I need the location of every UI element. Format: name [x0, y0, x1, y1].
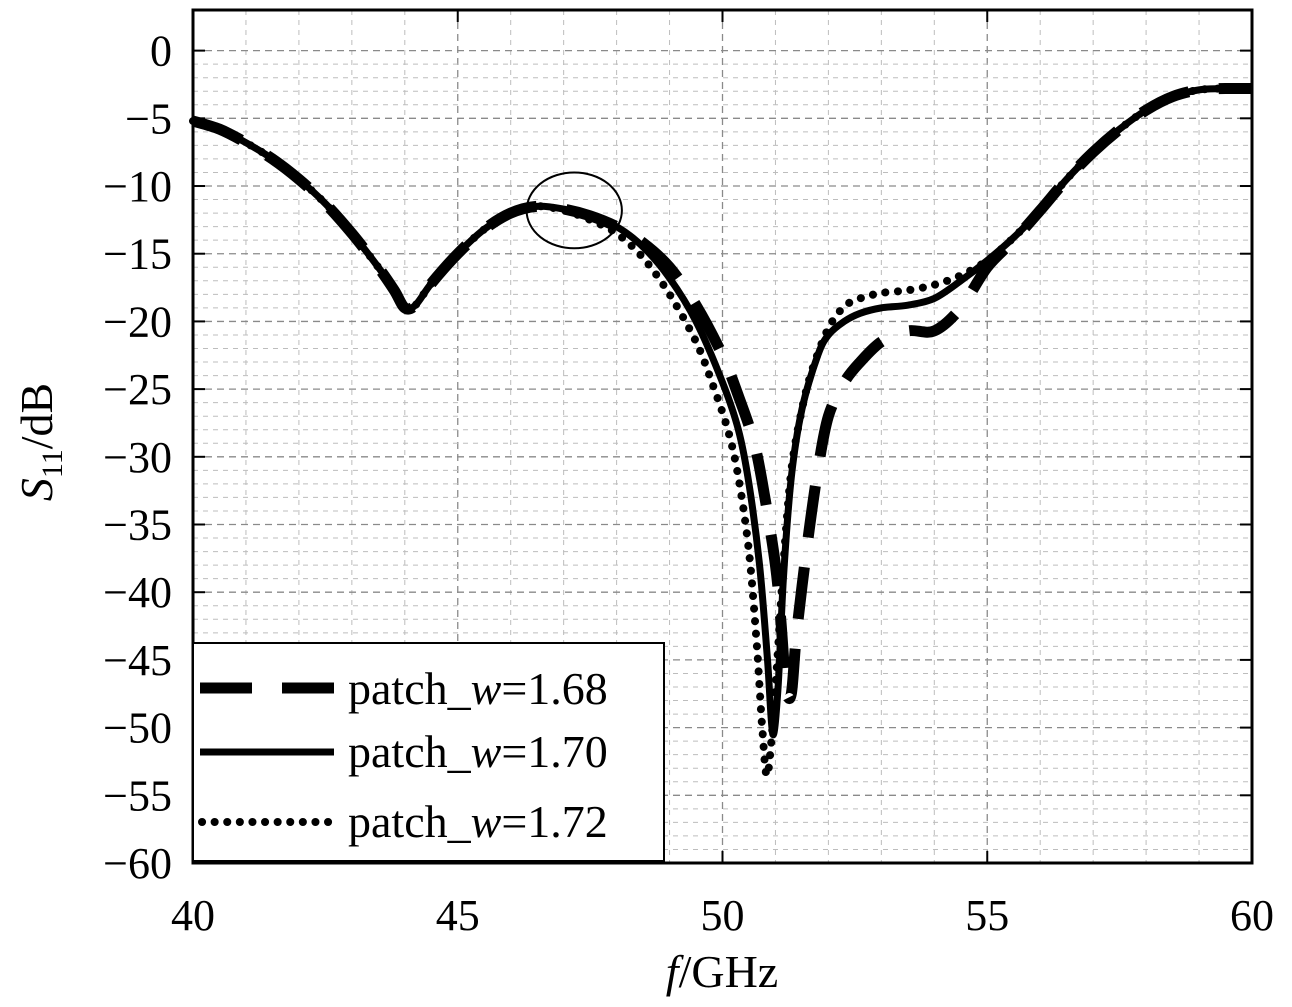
curves	[189, 82, 1256, 780]
y-tick-label: −20	[103, 297, 172, 346]
y-tick-label: −60	[103, 839, 172, 888]
x-axis-title: f/GHz	[666, 946, 778, 997]
y-tick-label: 0	[150, 27, 172, 76]
y-tick-label: −45	[103, 636, 172, 685]
legend-entry-2: patch_w=1.70	[200, 726, 608, 777]
legend-label-3: patch_w=1.72	[348, 796, 608, 847]
x-tick-labels: 40 45 50 55 60	[171, 891, 1274, 940]
y-tick-label: −30	[103, 433, 172, 482]
y-tick-label: −25	[103, 365, 172, 414]
x-tick-label: 45	[436, 891, 480, 940]
y-tick-label: −40	[103, 568, 172, 617]
legend-label-1: patch_w=1.68	[348, 663, 608, 714]
x-tick-label: 60	[1230, 891, 1274, 940]
x-tick-label: 55	[965, 891, 1009, 940]
y-axis-title: S11/dB	[11, 383, 69, 501]
annotation-ellipse	[525, 171, 623, 250]
series-line-solid	[191, 84, 1253, 739]
y-tick-label: −50	[103, 704, 172, 753]
y-tick-label: −15	[103, 230, 172, 279]
y-tick-label: −55	[103, 771, 172, 820]
y-tick-label: −5	[125, 94, 172, 143]
legend: patch_w=1.68 patch_w=1.70 patch_w=1.72	[192, 642, 665, 862]
y-tick-label: −10	[103, 162, 172, 211]
legend-label-2: patch_w=1.70	[348, 726, 608, 777]
y-tick-label: −35	[103, 501, 172, 550]
legend-entry-1: patch_w=1.68	[200, 663, 608, 714]
x-tick-label: 50	[701, 891, 745, 940]
legend-entry-3: patch_w=1.72	[198, 796, 608, 847]
x-tick-label: 40	[171, 891, 215, 940]
y-tick-labels: 0 −5 −10 −15 −20 −25 −30 −35 −40 −45 −50 −55 −60	[103, 27, 172, 888]
